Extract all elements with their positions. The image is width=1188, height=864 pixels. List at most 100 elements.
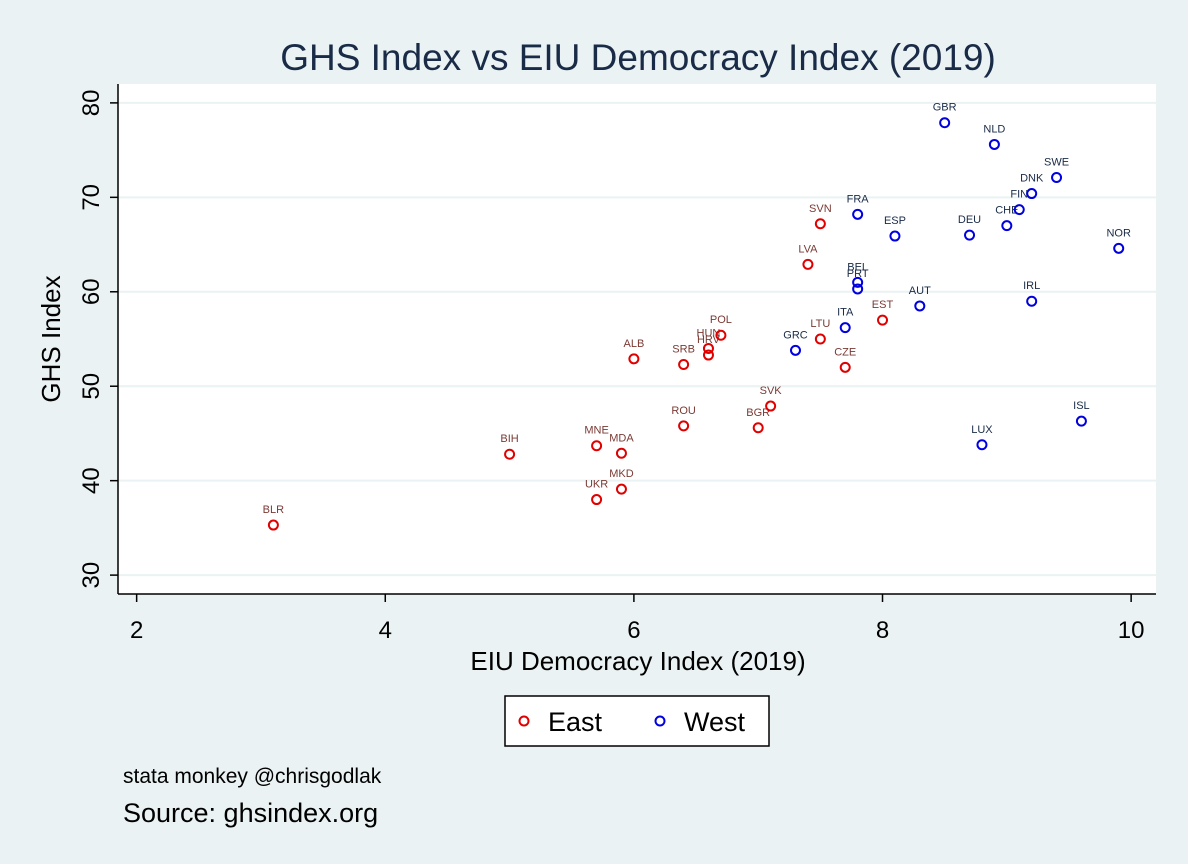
point-label-dnk: DNK	[1020, 173, 1044, 185]
point-label-fra: FRA	[847, 193, 870, 205]
point-irl	[1026, 295, 1038, 307]
y-tick-label: 40	[78, 467, 105, 494]
legend-marker-west	[654, 715, 666, 727]
source-note: Source: ghsindex.org	[123, 798, 378, 828]
y-axis-title: GHS Index	[36, 275, 66, 402]
point-rou	[678, 420, 690, 432]
point-cze	[839, 361, 851, 373]
point-mne	[591, 440, 603, 452]
point-deu	[964, 229, 976, 241]
point-label-mne: MNE	[584, 425, 608, 437]
point-lux	[976, 439, 988, 451]
point-mkd	[615, 483, 627, 495]
point-label-lux: LUX	[971, 424, 993, 436]
point-label-fin: FIN	[1010, 189, 1028, 201]
point-label-swe: SWE	[1044, 157, 1069, 169]
point-label-che: CHE	[995, 205, 1018, 217]
point-label-irl: IRL	[1023, 280, 1040, 292]
point-fin	[1013, 204, 1025, 216]
y-tick-label: 60	[78, 278, 105, 305]
point-label-ita: ITA	[837, 307, 854, 319]
point-label-gbr: GBR	[933, 102, 957, 114]
legend-label-west: West	[684, 707, 746, 737]
point-label-hun: HUN	[697, 327, 721, 339]
point-label-grc: GRC	[783, 329, 808, 341]
x-axis-ticks: 2 4 6 8 10	[130, 594, 1145, 644]
legend-box	[504, 695, 770, 747]
point-est	[877, 314, 889, 326]
x-axis-title: EIU Democracy Index (2019)	[470, 646, 805, 676]
point-dnk	[1026, 188, 1038, 200]
x-tick-label: 4	[379, 617, 392, 644]
point-nor	[1113, 242, 1125, 254]
y-axis-ticks: 30 40 50 60 70 80	[78, 90, 118, 589]
point-nld	[988, 138, 1000, 150]
credit-note: stata monkey @chrisgodlak	[123, 765, 382, 788]
point-label-ltu: LTU	[810, 318, 830, 330]
x-tick-label: 8	[876, 617, 889, 644]
point-blr	[267, 519, 279, 531]
point-label-bel: BEL	[847, 261, 868, 273]
point-pol	[715, 329, 727, 341]
point-esp	[889, 230, 901, 242]
point-bgr	[752, 422, 764, 434]
point-label-rou: ROU	[671, 405, 696, 417]
y-tick-label: 70	[78, 184, 105, 211]
y-tick-label: 30	[78, 562, 105, 589]
point-isl	[1075, 415, 1087, 427]
point-svn	[814, 218, 826, 230]
point-ukr	[591, 494, 603, 506]
plot-area	[118, 84, 1156, 594]
point-srb	[678, 359, 690, 370]
point-label-prt: PRT	[847, 268, 869, 280]
point-label-alb: ALB	[623, 338, 644, 350]
point-label-est: EST	[872, 299, 894, 311]
point-label-esp: ESP	[884, 215, 906, 227]
point-svk	[765, 400, 777, 412]
y-tick-label: 50	[78, 373, 105, 400]
point-lva	[802, 258, 814, 270]
point-label-pol: POL	[710, 314, 732, 326]
point-label-isl: ISL	[1073, 400, 1090, 412]
point-label-bgr: BGR	[746, 407, 770, 419]
point-label-deu: DEU	[958, 214, 981, 226]
point-swe	[1051, 172, 1063, 183]
point-che	[1001, 220, 1013, 232]
point-prt	[852, 283, 864, 295]
legend-marker-east	[518, 715, 530, 727]
point-label-cze: CZE	[834, 346, 856, 358]
point-hun	[702, 342, 714, 354]
point-alb	[628, 353, 640, 365]
point-hrv	[702, 349, 714, 361]
point-label-svk: SVK	[760, 385, 783, 397]
legend: East West	[504, 695, 770, 747]
chart-title: GHS Index vs EIU Democracy Index (2019)	[280, 37, 996, 78]
y-tick-label: 80	[78, 90, 105, 117]
point-label-srb: SRB	[672, 344, 695, 356]
point-label-nld: NLD	[983, 123, 1005, 135]
point-label-nor: NOR	[1106, 227, 1131, 239]
x-tick-label: 2	[130, 617, 143, 644]
point-ita	[839, 322, 851, 334]
point-label-blr: BLR	[263, 504, 284, 516]
point-fra	[852, 208, 864, 220]
point-bih	[504, 448, 516, 460]
point-label-ukr: UKR	[585, 479, 608, 491]
point-label-lva: LVA	[798, 243, 818, 255]
x-tick-label: 6	[627, 617, 640, 644]
point-label-mkd: MKD	[609, 468, 634, 480]
point-gbr	[939, 117, 951, 129]
point-label-bih: BIH	[500, 433, 518, 445]
point-ltu	[814, 333, 826, 345]
point-mda	[615, 447, 627, 459]
x-tick-label: 10	[1118, 617, 1145, 644]
legend-label-east: East	[548, 707, 603, 737]
point-label-mda: MDA	[609, 432, 634, 444]
point-label-svn: SVN	[809, 203, 832, 215]
gridlines	[118, 101, 1156, 577]
point-aut	[914, 300, 926, 312]
point-label-hrv: HRV	[697, 334, 721, 346]
